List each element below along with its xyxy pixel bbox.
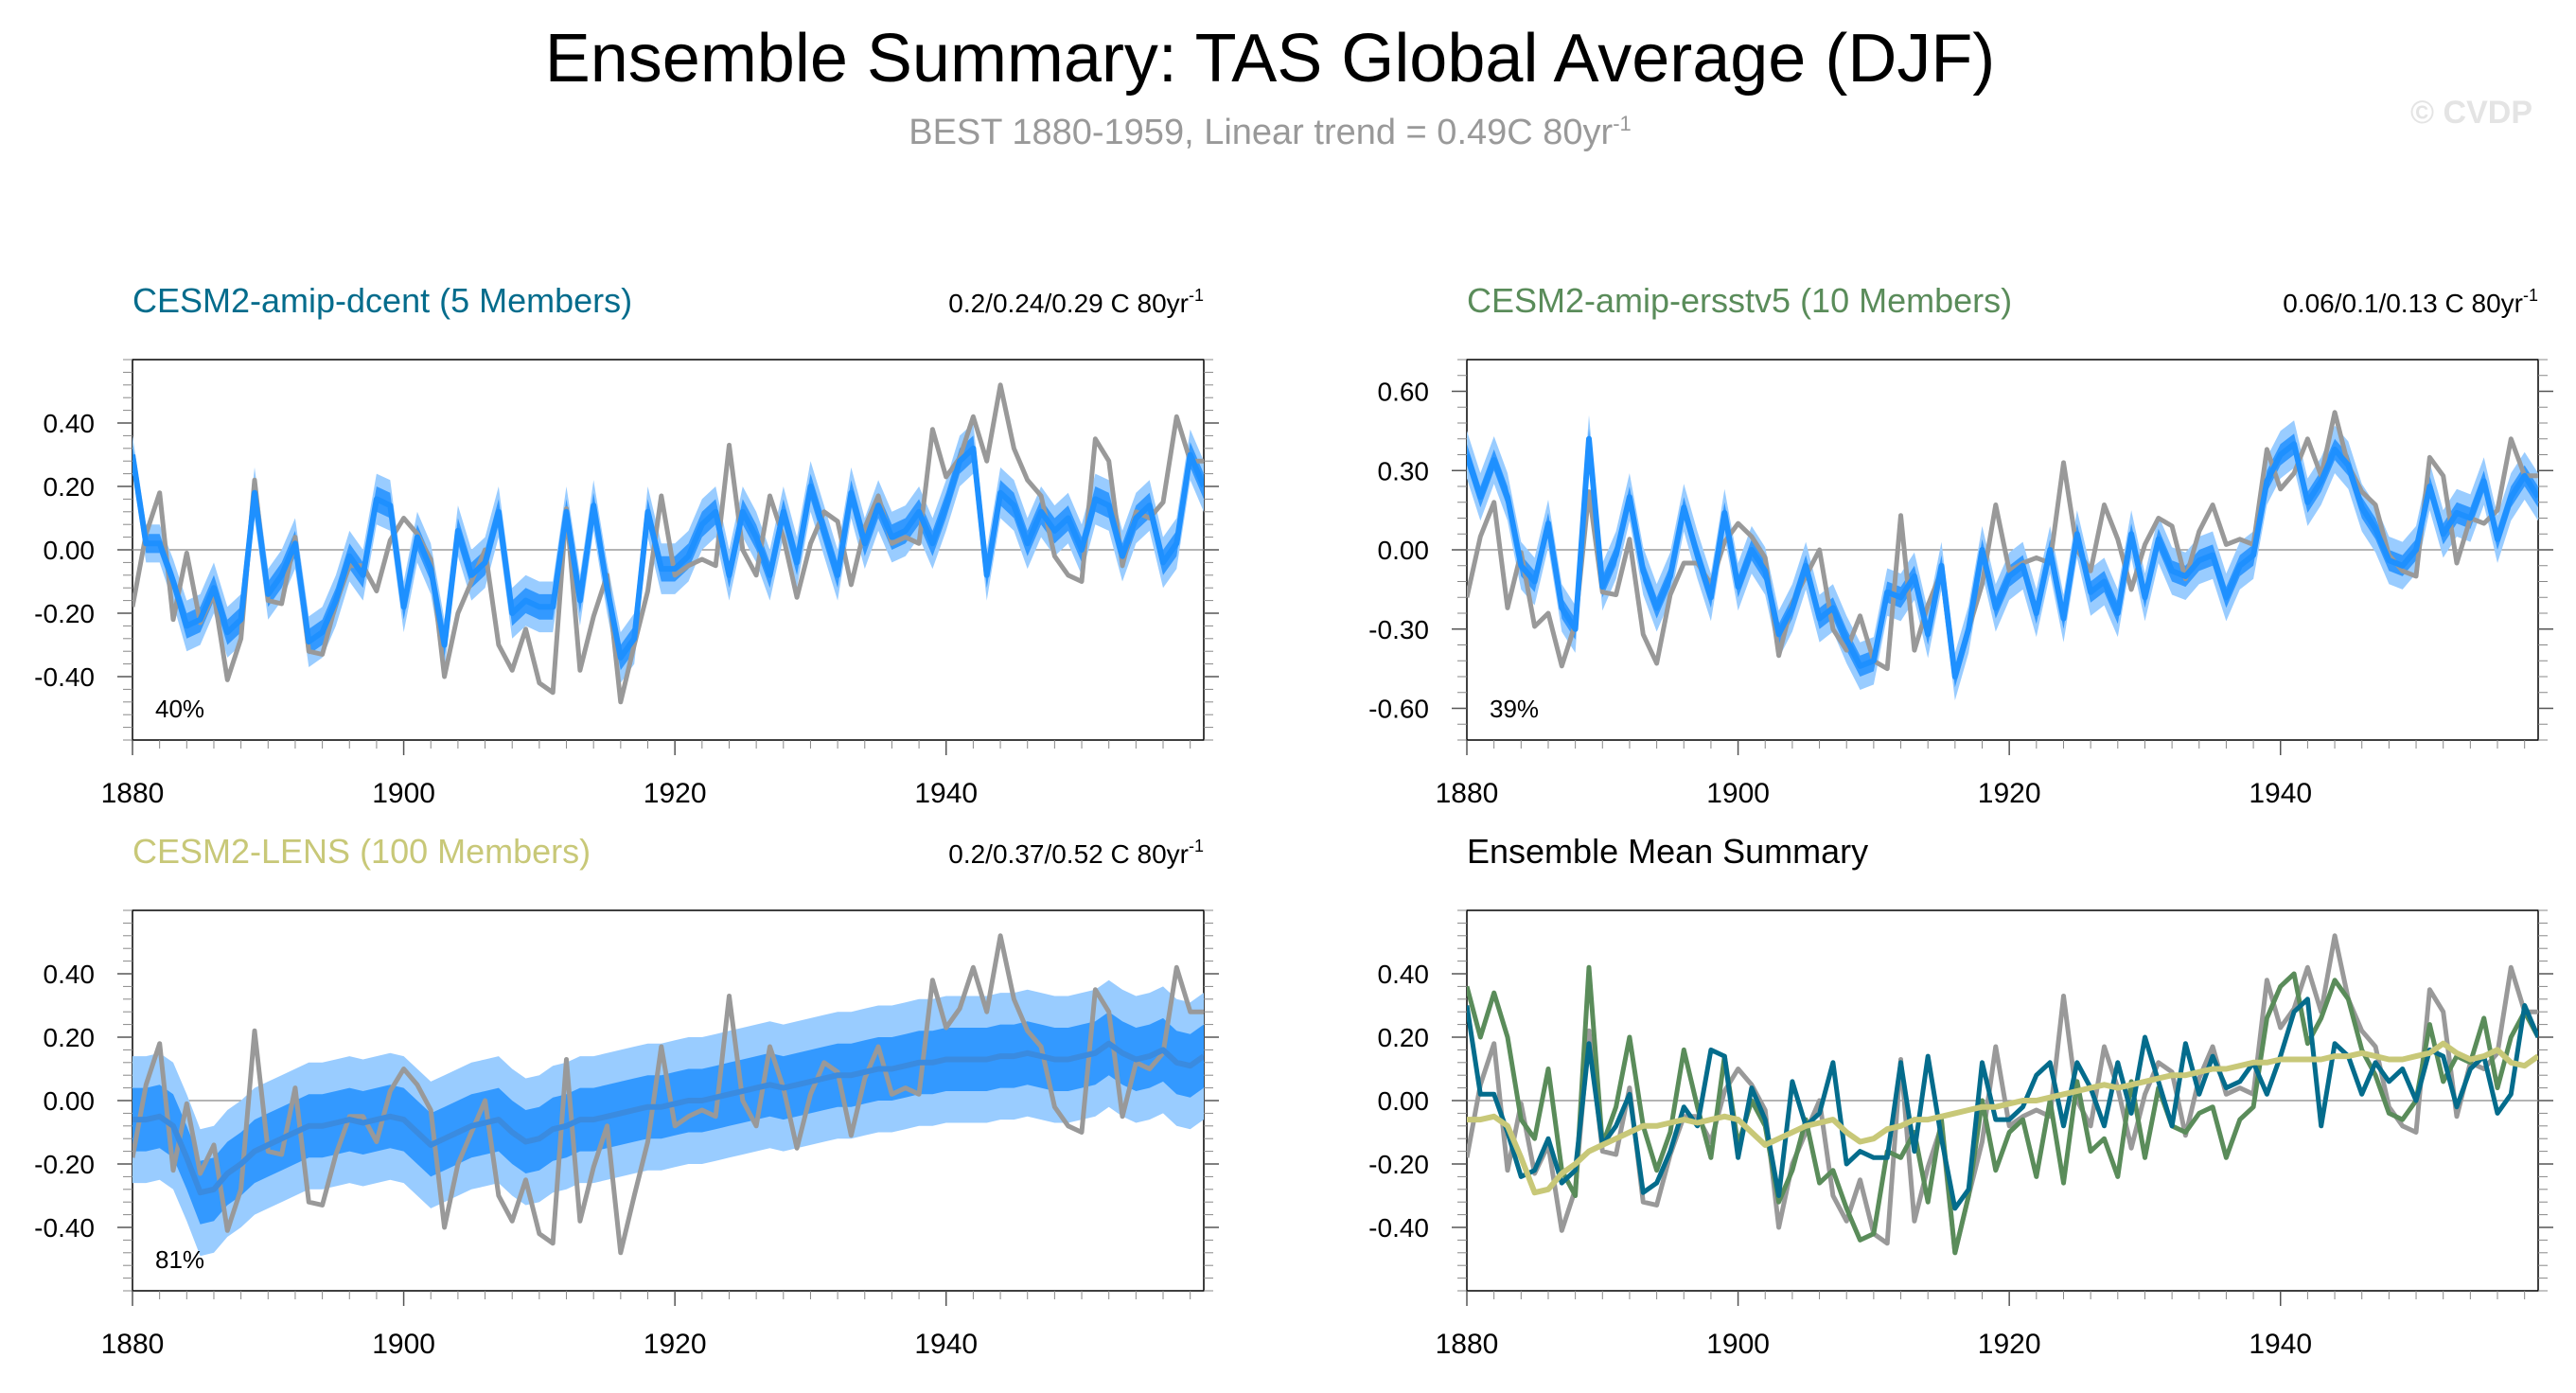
panel-title: CESM2-amip-dcent (5 Members) bbox=[132, 281, 632, 320]
trend-annotation: 0.2/0.37/0.52 C 80yr-1 bbox=[948, 837, 1204, 869]
x-tick-label: 1920 bbox=[644, 778, 707, 809]
panel-4: 0.40 0.20 0.00 -0.20 -0.40 1880 1900 1920 1940 En… bbox=[1368, 832, 2553, 1360]
lens-mean-line bbox=[1467, 1040, 2538, 1196]
plot-area bbox=[132, 382, 1204, 705]
panel-title: Ensemble Mean Summary bbox=[1467, 832, 1868, 871]
panel-title: CESM2-amip-ersstv5 (10 Members) bbox=[1467, 281, 2012, 320]
observations-line bbox=[132, 382, 1204, 705]
y-tick-label: 0.00 bbox=[1378, 536, 1430, 565]
panel-1: 0.40 0.20 0.00 -0.20 -0.40 1880 1900 1920 1940 CE… bbox=[34, 281, 1219, 809]
observations-line bbox=[1467, 933, 2538, 1256]
cvdp-watermark: © CVDP bbox=[2410, 95, 2532, 131]
ensemble-spread-inner-band bbox=[132, 1012, 1204, 1225]
y-tick-label: 0.40 bbox=[44, 409, 96, 438]
observations-line bbox=[1467, 410, 2538, 679]
y-tick-label: -0.40 bbox=[1368, 1213, 1429, 1243]
ensemble-spread-outer-band bbox=[132, 423, 1204, 683]
y-tick-label: -0.60 bbox=[1368, 695, 1429, 724]
y-tick-label: -0.20 bbox=[1368, 1150, 1429, 1179]
x-tick-label: 1940 bbox=[2249, 778, 2312, 809]
y-tick-label: -0.30 bbox=[1368, 615, 1429, 644]
ensemble-mean-line bbox=[1467, 435, 2538, 679]
x-tick-label: 1900 bbox=[372, 778, 435, 809]
x-tick-label: 1880 bbox=[1436, 778, 1499, 809]
percent-rank-label: 81% bbox=[155, 1245, 204, 1274]
x-tick-label: 1880 bbox=[1436, 1329, 1499, 1360]
y-tick-label: 0.40 bbox=[44, 960, 96, 989]
trend-superscript: -1 bbox=[1189, 837, 1204, 855]
y-tick-label: -0.40 bbox=[34, 662, 95, 692]
trend-superscript: -1 bbox=[1189, 286, 1204, 305]
x-tick-label: 1940 bbox=[914, 1329, 978, 1360]
x-tick-label: 1920 bbox=[1978, 778, 2041, 809]
dcent-mean-line bbox=[1467, 996, 2538, 1211]
panels-group: 0.40 0.20 0.00 -0.20 -0.40 1880 1900 1920 1940 CE… bbox=[34, 281, 2553, 1360]
trend-text: 0.06/0.1/0.13 C 80yr bbox=[2283, 289, 2523, 318]
trend-text: 0.2/0.37/0.52 C 80yr bbox=[948, 839, 1189, 869]
y-tick-label: -0.40 bbox=[34, 1213, 95, 1243]
x-tick-label: 1900 bbox=[372, 1329, 435, 1360]
observations-line bbox=[132, 933, 1204, 1256]
x-tick-label: 1940 bbox=[2249, 1329, 2312, 1360]
panel-title: CESM2-LENS (100 Members) bbox=[132, 832, 591, 871]
y-tick-label: 0.30 bbox=[1378, 456, 1430, 485]
panel-3: 0.40 0.20 0.00 -0.20 -0.40 1880 1900 1920 1940 CE… bbox=[34, 832, 1219, 1360]
x-tick-label: 1940 bbox=[914, 778, 978, 809]
trend-annotation: 0.06/0.1/0.13 C 80yr-1 bbox=[2283, 286, 2538, 318]
ensemble-mean-line bbox=[132, 1040, 1204, 1196]
y-tick-label: 0.60 bbox=[1378, 378, 1430, 407]
figure-subtitle: BEST 1880-1959, Linear trend = 0.49C 80y… bbox=[909, 112, 1632, 152]
subtitle-superscript: -1 bbox=[1613, 112, 1632, 135]
panel-2: 0.60 0.30 0.00 -0.30 -0.60 1880 1900 1920 1940 CE… bbox=[1368, 281, 2553, 809]
x-tick-label: 1920 bbox=[644, 1329, 707, 1360]
x-tick-label: 1900 bbox=[1706, 778, 1770, 809]
y-tick-label: 0.40 bbox=[1378, 960, 1430, 989]
ensemble-spread-inner-band bbox=[1467, 428, 2538, 688]
plot-area bbox=[132, 933, 1204, 1257]
x-tick-label: 1920 bbox=[1978, 1329, 2041, 1360]
percent-rank-label: 39% bbox=[1490, 695, 1539, 723]
trend-superscript: -1 bbox=[2523, 286, 2538, 305]
x-tick-label: 1880 bbox=[101, 1329, 165, 1360]
y-tick-label: -0.20 bbox=[34, 599, 95, 628]
ensemble-mean-line bbox=[132, 445, 1204, 661]
y-tick-label: 0.00 bbox=[1378, 1086, 1430, 1116]
y-tick-label: -0.20 bbox=[34, 1150, 95, 1179]
trend-annotation: 0.2/0.24/0.29 C 80yr-1 bbox=[948, 286, 1204, 318]
figure-title: Ensemble Summary: TAS Global Average (DJ… bbox=[545, 21, 1996, 97]
x-tick-label: 1880 bbox=[101, 778, 165, 809]
x-tick-label: 1900 bbox=[1706, 1329, 1770, 1360]
trend-text: 0.2/0.24/0.29 C 80yr bbox=[948, 289, 1189, 318]
percent-rank-label: 40% bbox=[155, 695, 204, 723]
y-tick-label: 0.00 bbox=[44, 536, 96, 565]
y-tick-label: 0.20 bbox=[44, 472, 96, 502]
plot-area bbox=[1467, 933, 2538, 1256]
ensemble-spread-outer-band bbox=[1467, 414, 2538, 701]
plot-area bbox=[1467, 410, 2538, 701]
y-tick-label: 0.20 bbox=[44, 1023, 96, 1052]
subtitle-text: BEST 1880-1959, Linear trend = 0.49C 80y… bbox=[909, 113, 1613, 152]
ersstv5-mean-line bbox=[1467, 964, 2538, 1256]
y-tick-label: 0.20 bbox=[1378, 1023, 1430, 1052]
y-tick-label: 0.00 bbox=[44, 1086, 96, 1116]
